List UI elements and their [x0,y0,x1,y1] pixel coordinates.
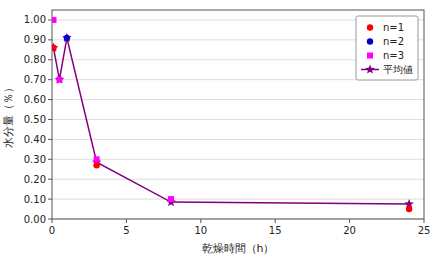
y-tick [48,139,52,140]
legend-symbol [367,53,373,59]
x-tick [200,219,201,223]
x-tick [349,219,350,223]
grid-line [52,199,424,200]
y-tick-label: 0.50 [24,114,46,125]
x-tick-label: 25 [418,225,431,236]
legend-symbol [365,65,375,74]
legend-label: n=3 [383,50,404,61]
y-tick-label: 0.60 [24,94,46,105]
legend-symbol [367,38,373,44]
point [406,206,412,212]
grid-line [52,99,424,100]
x-tick [424,219,425,223]
y-tick-label: 0.30 [24,154,46,165]
y-tick [48,19,52,20]
y-tick [48,79,52,80]
point [166,197,176,206]
point [94,156,100,162]
x-tick [126,219,127,223]
x-tick-label: 5 [123,225,129,236]
legend-label: 平均値 [383,64,413,75]
grid-line [52,159,424,160]
y-tick-label: 0.00 [24,214,46,225]
y-tick [48,179,52,180]
series [52,17,174,202]
x-tick-label: 0 [49,225,55,236]
y-tick-label: 0.40 [24,134,46,145]
point [168,196,174,202]
x-axis-label: 乾燥時間（h） [202,242,275,255]
point [52,45,57,51]
legend-item: 平均値 [361,64,413,75]
legend: n=1 n=2 n=3 平均値 [356,16,418,80]
y-tick-label: 0.90 [24,34,46,45]
series [64,35,70,41]
x-tick-label: 20 [343,225,356,236]
legend-symbol [367,24,373,30]
point [52,17,56,23]
y-tick [48,119,52,120]
y-axis-label: 水分量（％） [2,82,15,148]
axes: 0 5 10 15 20 25 0.00 0.10 0.20 0.30 0.40 0.50 0.60 0.… [24,14,431,236]
y-tick [48,219,52,220]
point [93,162,99,168]
x-tick-label: 10 [194,225,207,236]
legend-label: n=1 [383,22,404,33]
x-tick [52,219,53,223]
y-tick-label: 1.00 [24,14,46,25]
grid-line [52,139,424,140]
plot-background [52,10,424,219]
legend-item: n=3 [367,50,404,61]
grid-line [52,119,424,120]
grid-line [52,179,424,180]
point [62,33,72,42]
legend-item: n=1 [367,22,404,33]
point [64,35,70,41]
x-tick [275,219,276,223]
y-tick [48,199,52,200]
point [55,75,65,84]
y-tick-label: 0.10 [24,194,46,205]
x-tick-label: 15 [269,225,282,236]
y-tick [48,59,52,60]
legend-label: n=2 [383,36,404,47]
legend-box [356,16,418,80]
chart: 0 5 10 15 20 25 0.00 0.10 0.20 0.30 0.40 0.50 0.60 0.… [0,0,434,257]
y-tick [48,159,52,160]
point [56,77,62,83]
plot-frame [52,10,424,219]
y-tick-label: 0.80 [24,54,46,65]
y-tick [48,99,52,100]
point [52,43,58,52]
y-tick [48,39,52,40]
y-tick-label: 0.70 [24,74,46,85]
y-tick-label: 0.20 [24,174,46,185]
legend-item: n=2 [367,36,404,47]
